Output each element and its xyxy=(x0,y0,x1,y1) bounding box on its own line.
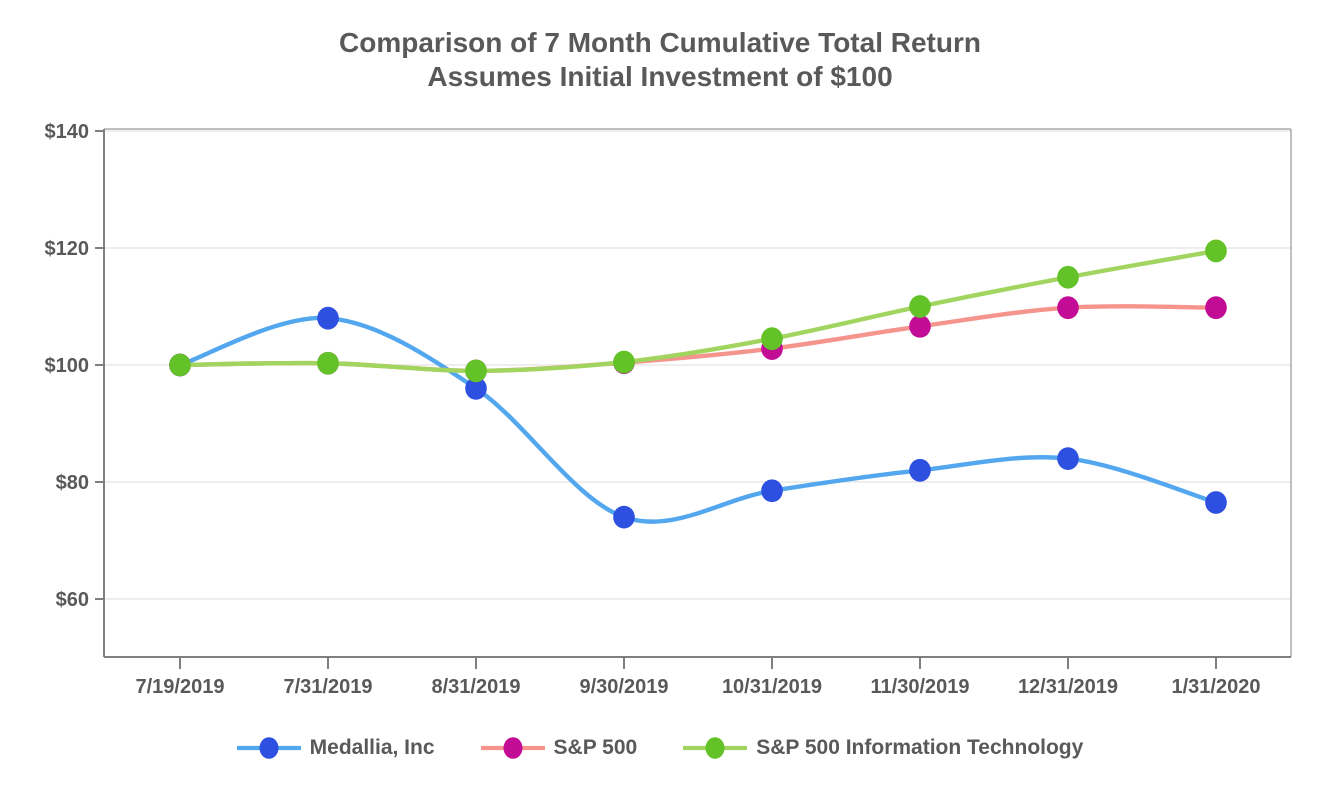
legend-item-sp-500-information-technology: S&P 500 Information Technology xyxy=(683,734,1083,762)
legend-item-medallia-inc: Medallia, Inc xyxy=(236,734,435,762)
series-marker-medallia-inc-10-31-2019 xyxy=(761,479,783,503)
x-tick-label-8-31-2019: 8/31/2019 xyxy=(432,676,521,698)
chart-title: Comparison of 7 Month Cumulative Total R… xyxy=(0,26,1320,94)
series-marker-s-p-500-information-technology-12-31-2019 xyxy=(1057,265,1079,289)
y-tick-label-140: $140 xyxy=(45,121,90,143)
x-tick-label-12-31-2019: 12/31/2019 xyxy=(1018,676,1118,698)
series-line-medallia-inc xyxy=(177,315,1219,524)
series-marker-s-p-500-information-technology-10-31-2019 xyxy=(761,327,783,351)
y-tick-label-120: $120 xyxy=(45,238,90,260)
chart-legend: Medallia, Inc S&P 500 S&P 500 Informatio… xyxy=(0,725,1320,771)
chart-title-line2: Assumes Initial Investment of $100 xyxy=(427,61,893,92)
legend-label-medallia-inc: Medallia, Inc xyxy=(309,736,435,759)
y-tick-label-100: $100 xyxy=(45,355,90,377)
legend-item-sp-500: S&P 500 xyxy=(480,734,638,762)
legend-marker-sp-500-information-technology xyxy=(683,737,748,759)
legend-marker-medallia-inc xyxy=(236,737,301,759)
series-marker-medallia-inc-8-31-2019 xyxy=(465,377,487,400)
legend-label-sp-500-information-technology: S&P 500 Information Technology xyxy=(756,736,1084,759)
chart-title-line1: Comparison of 7 Month Cumulative Total R… xyxy=(339,27,981,58)
series-marker-s-p-500-information-technology-8-31-2019 xyxy=(465,359,487,383)
series-marker-medallia-inc-1-31-2020 xyxy=(1205,491,1227,514)
series-marker-s-p-500-information-technology-1-31-2020 xyxy=(1205,239,1227,263)
series-marker-medallia-inc-7-31-2019 xyxy=(317,306,339,330)
series-marker-s-p-500-11-30-2019 xyxy=(909,314,931,338)
y-tick-label-60: $60 xyxy=(56,589,89,611)
series-marker-s-p-500-information-technology-11-30-2019 xyxy=(909,295,931,318)
series-line-s-p-500-information-technology xyxy=(177,248,1219,374)
series-marker-s-p-500-1-31-2020 xyxy=(1205,296,1227,320)
x-tick-label-11-30-2019: 11/30/2019 xyxy=(871,676,970,698)
x-tick-label-10-31-2019: 10/31/2019 xyxy=(722,676,822,698)
series-marker-s-p-500-information-technology-7-31-2019 xyxy=(317,351,339,375)
series-marker-s-p-500-information-technology-7-19-2019 xyxy=(169,353,191,377)
legend-label-sp-500: S&P 500 xyxy=(553,736,638,759)
series-marker-s-p-500-information-technology-9-30-2019 xyxy=(613,350,635,374)
series-marker-medallia-inc-9-30-2019 xyxy=(613,505,635,529)
x-tick-label-7-19-2019: 7/19/2019 xyxy=(136,676,225,698)
y-tick-label-80: $80 xyxy=(56,472,89,494)
series-marker-medallia-inc-12-31-2019 xyxy=(1057,447,1079,470)
x-tick-label-1-31-2020: 1/31/2020 xyxy=(1172,676,1261,698)
series-marker-medallia-inc-11-30-2019 xyxy=(909,458,931,482)
x-tick-label-7-31-2019: 7/31/2019 xyxy=(284,676,373,698)
x-tick-label-9-30-2019: 9/30/2019 xyxy=(580,676,669,698)
legend-marker-sp-500 xyxy=(480,737,545,759)
series-marker-s-p-500-12-31-2019 xyxy=(1057,296,1079,320)
